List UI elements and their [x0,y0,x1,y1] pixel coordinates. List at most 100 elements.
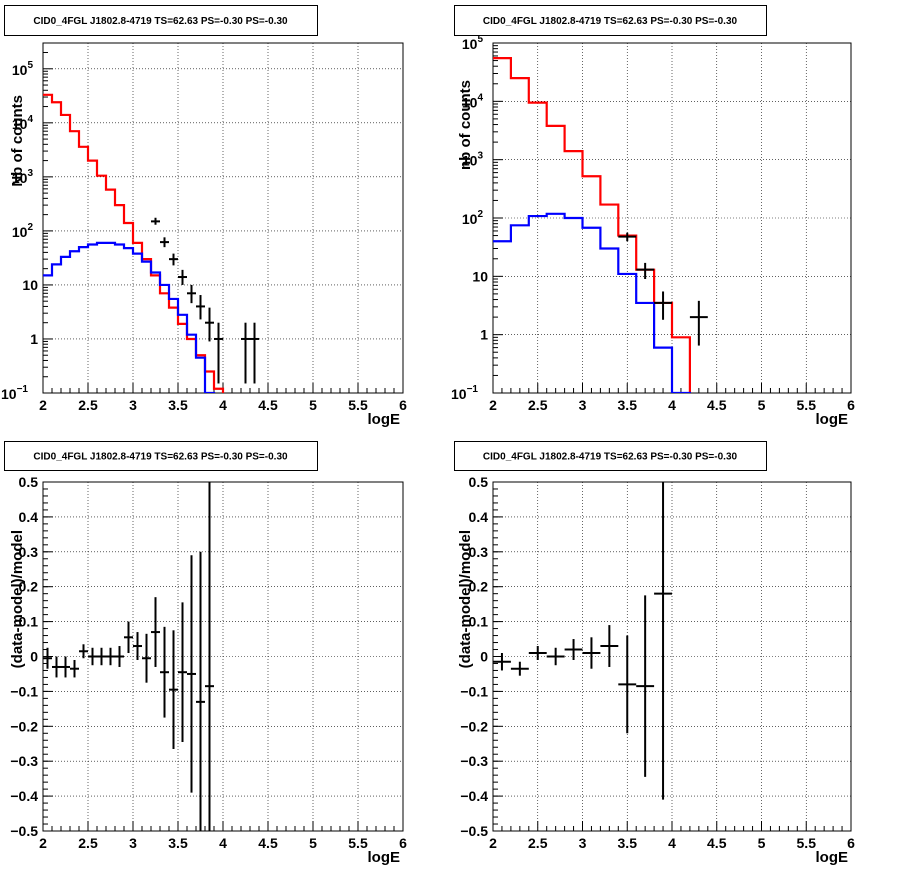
chart-title: CID0_4FGL J1802.8-4719 TS=62.63 PS=-0.30… [33,452,288,463]
y-tick-label: −0.2 [460,718,488,734]
x-tick-label: 5.5 [348,835,368,851]
y-tick-label: 104 [462,92,484,110]
y-tick-label: 102 [12,222,34,240]
x-tick-label: 2.5 [528,397,548,413]
y-tick-label: 10−1 [1,384,28,402]
y-axis-label: nb of counts [457,80,474,170]
x-tick-label: 5.5 [348,397,368,413]
x-tick-label: 3.5 [618,397,638,413]
x-tick-label: 2 [39,397,47,413]
x-tick-label: 3 [129,397,137,413]
y-tick-label: 102 [462,209,484,227]
background-histogram-line [43,241,216,393]
y-tick-label: −0.1 [460,683,488,699]
y-tick-label: 0 [30,649,38,665]
y-tick-label: 105 [462,34,484,52]
y-tick-label: 0.5 [19,474,39,490]
background-histogram-line [493,212,691,393]
x-tick-label: 3 [129,835,137,851]
plot-area [43,93,259,393]
x-tick-label: 4.5 [258,835,278,851]
y-tick-label: −0.3 [460,753,488,769]
x-tick-label: 4.5 [707,397,727,413]
x-tick-label: 2 [39,835,47,851]
x-tick-label: 3 [579,397,587,413]
x-tick-label: 4.5 [258,397,278,413]
y-tick-label: 0.3 [19,544,39,560]
chart-panel-2: CID0_4FGL J1802.8-4719 TS=62.63 PS=-0.30… [451,5,855,428]
y-tick-label: 0.1 [469,614,489,630]
title-box [454,5,767,36]
y-axis-label: Nb of counts [9,95,26,187]
y-tick-label: 10−1 [451,384,478,402]
y-tick-label: 1 [30,331,38,347]
y-tick-label: 0 [480,649,488,665]
y-tick-label: 0.2 [19,579,39,595]
plot-area [493,57,708,393]
x-tick-label: 5 [309,397,317,413]
x-tick-label: 4.5 [707,835,727,851]
x-tick-label: 6 [847,835,855,851]
chart-panel-3: CID0_4FGL J1802.8-4719 TS=62.63 PS=-0.30… [4,441,407,866]
y-tick-label: −0.5 [10,823,38,839]
plot-area [43,482,214,831]
x-tick-label: 2.5 [78,835,98,851]
x-tick-label: 3.5 [618,835,638,851]
model-histogram-line [493,57,691,393]
x-axis-label: logE [816,411,849,428]
x-tick-label: 4 [668,835,676,851]
x-tick-label: 5.5 [797,397,817,413]
y-tick-label: 1 [480,327,488,343]
y-tick-label: 0.4 [469,509,489,525]
y-tick-label: 103 [462,151,484,169]
y-tick-label: −0.3 [10,753,38,769]
y-axis-label: (data-model)/model [9,530,26,668]
x-tick-label: 5 [758,835,766,851]
chart-title: CID0_4FGL J1802.8-4719 TS=62.63 PS=-0.30… [33,16,288,27]
title-box [4,441,318,471]
x-tick-label: 5.5 [797,835,817,851]
y-tick-label: −0.2 [10,718,38,734]
chart-panel-1: CID0_4FGL J1802.8-4719 TS=62.63 PS=-0.30… [1,5,407,428]
x-tick-label: 3.5 [168,397,188,413]
y-tick-label: 0.3 [469,544,489,560]
model-histogram-line [43,93,225,393]
x-tick-label: 3.5 [168,835,188,851]
y-tick-label: 105 [12,60,34,78]
y-tick-label: 0.4 [19,509,39,525]
y-tick-label: 104 [12,114,34,132]
y-tick-label: −0.5 [460,823,488,839]
chart-panel-4: CID0_4FGL J1802.8-4719 TS=62.63 PS=-0.30… [454,441,855,866]
x-axis-label: logE [368,849,401,866]
y-tick-label: −0.4 [460,788,488,804]
x-tick-label: 6 [399,835,407,851]
y-tick-label: 0.5 [469,474,489,490]
x-tick-label: 6 [847,397,855,413]
y-tick-label: 10 [472,268,488,284]
y-axis-label: (data-model)/model [457,530,474,668]
x-tick-label: 2.5 [78,397,98,413]
x-tick-label: 3 [579,835,587,851]
title-box [4,5,318,36]
x-tick-label: 6 [399,397,407,413]
y-tick-label: 10 [22,277,38,293]
x-tick-label: 5 [309,835,317,851]
x-tick-label: 5 [758,397,766,413]
y-tick-label: −0.1 [10,683,38,699]
x-tick-label: 2 [489,835,497,851]
chart-title: CID0_4FGL J1802.8-4719 TS=62.63 PS=-0.30… [483,16,738,27]
x-tick-label: 4 [219,835,227,851]
y-tick-label: −0.4 [10,788,38,804]
x-axis-label: logE [368,411,401,428]
y-tick-label: 0.2 [469,579,489,595]
chart-title: CID0_4FGL J1802.8-4719 TS=62.63 PS=-0.30… [483,452,738,463]
x-tick-label: 2 [489,397,497,413]
x-tick-label: 4 [219,397,227,413]
y-tick-label: 0.1 [19,614,39,630]
title-box [454,441,767,471]
x-tick-label: 4 [668,397,676,413]
x-tick-label: 2.5 [528,835,548,851]
y-tick-label: 103 [12,168,34,186]
plot-area [493,482,672,800]
